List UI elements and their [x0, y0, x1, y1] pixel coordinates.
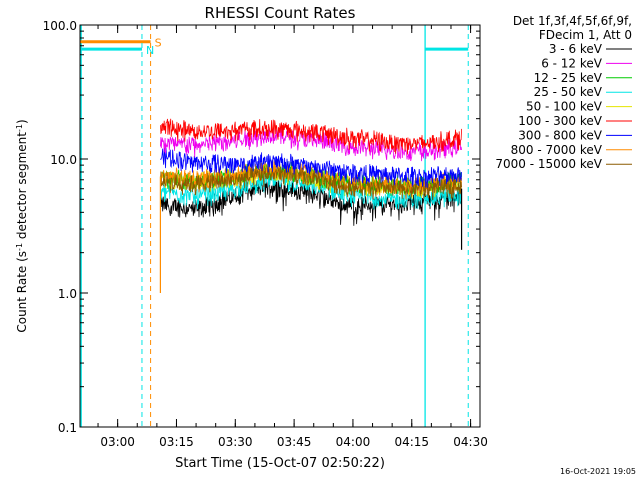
x-tick-label: 03:30 — [218, 435, 253, 449]
x-tick-label: 03:00 — [100, 435, 135, 449]
legend-label: 12 - 25 keV — [534, 71, 603, 85]
footer-stamp: 16-Oct-2021 19:05 — [560, 467, 636, 476]
attenuator-markers: SN — [80, 25, 469, 427]
legend-header-line: Det 1f,3f,4f,5f,6f,9f, — [513, 14, 632, 28]
legend-label: 3 - 6 keV — [549, 42, 603, 56]
legend-label: 100 - 300 keV — [518, 114, 602, 128]
marker-label: N — [146, 44, 154, 57]
x-tick-label: 03:15 — [159, 435, 194, 449]
legend-header-line: FDecim 1, Att 0 — [539, 28, 632, 42]
y-label-part: detector segment — [15, 132, 29, 243]
plot-frame — [79, 24, 481, 428]
y-label-sup: -1 — [15, 124, 24, 132]
series-layer — [159, 118, 463, 293]
legend-label: 50 - 100 keV — [526, 100, 603, 114]
series-line — [160, 147, 462, 188]
y-tick-label: 100.0 — [43, 19, 77, 33]
y-label-sup: -1 — [15, 243, 24, 251]
legend-label: 7000 - 15000 keV — [495, 157, 602, 171]
y-label-part: ) — [15, 119, 29, 124]
x-axis-label: Start Time (15-Oct-07 02:50:22) — [175, 456, 385, 471]
x-tick-label: 04:15 — [394, 435, 429, 449]
x-tick-label: 03:45 — [277, 435, 312, 449]
y-label-part: Count Rate (s — [15, 251, 29, 333]
y-axis-label: Count Rate (s-1 detector segment-1) — [15, 119, 30, 332]
y-tick-label: 0.1 — [58, 421, 77, 435]
series-line — [160, 126, 462, 162]
legend: Det 1f,3f,4f,5f,6f,9f, FDecim 1, Att 0 3… — [495, 14, 632, 171]
legend-label: 800 - 7000 keV — [511, 143, 603, 157]
y-tick-label: 10.0 — [50, 153, 77, 167]
axis-ticks: 0.1 1.0 10.0 100.0 03:00 03:15 03:30 03:45 04:00… — [43, 19, 488, 449]
x-tick-label: 04:00 — [336, 435, 371, 449]
chart-title: RHESSI Count Rates — [205, 4, 356, 22]
y-tick-label: 1.0 — [58, 287, 77, 301]
marker-label: S — [155, 37, 162, 50]
legend-label: 25 - 50 keV — [534, 85, 603, 99]
legend-label: 6 - 12 keV — [541, 56, 603, 70]
x-tick-label: 04:30 — [453, 435, 488, 449]
legend-label: 300 - 800 keV — [518, 128, 602, 142]
series-line — [160, 118, 462, 155]
series-line — [160, 165, 462, 201]
